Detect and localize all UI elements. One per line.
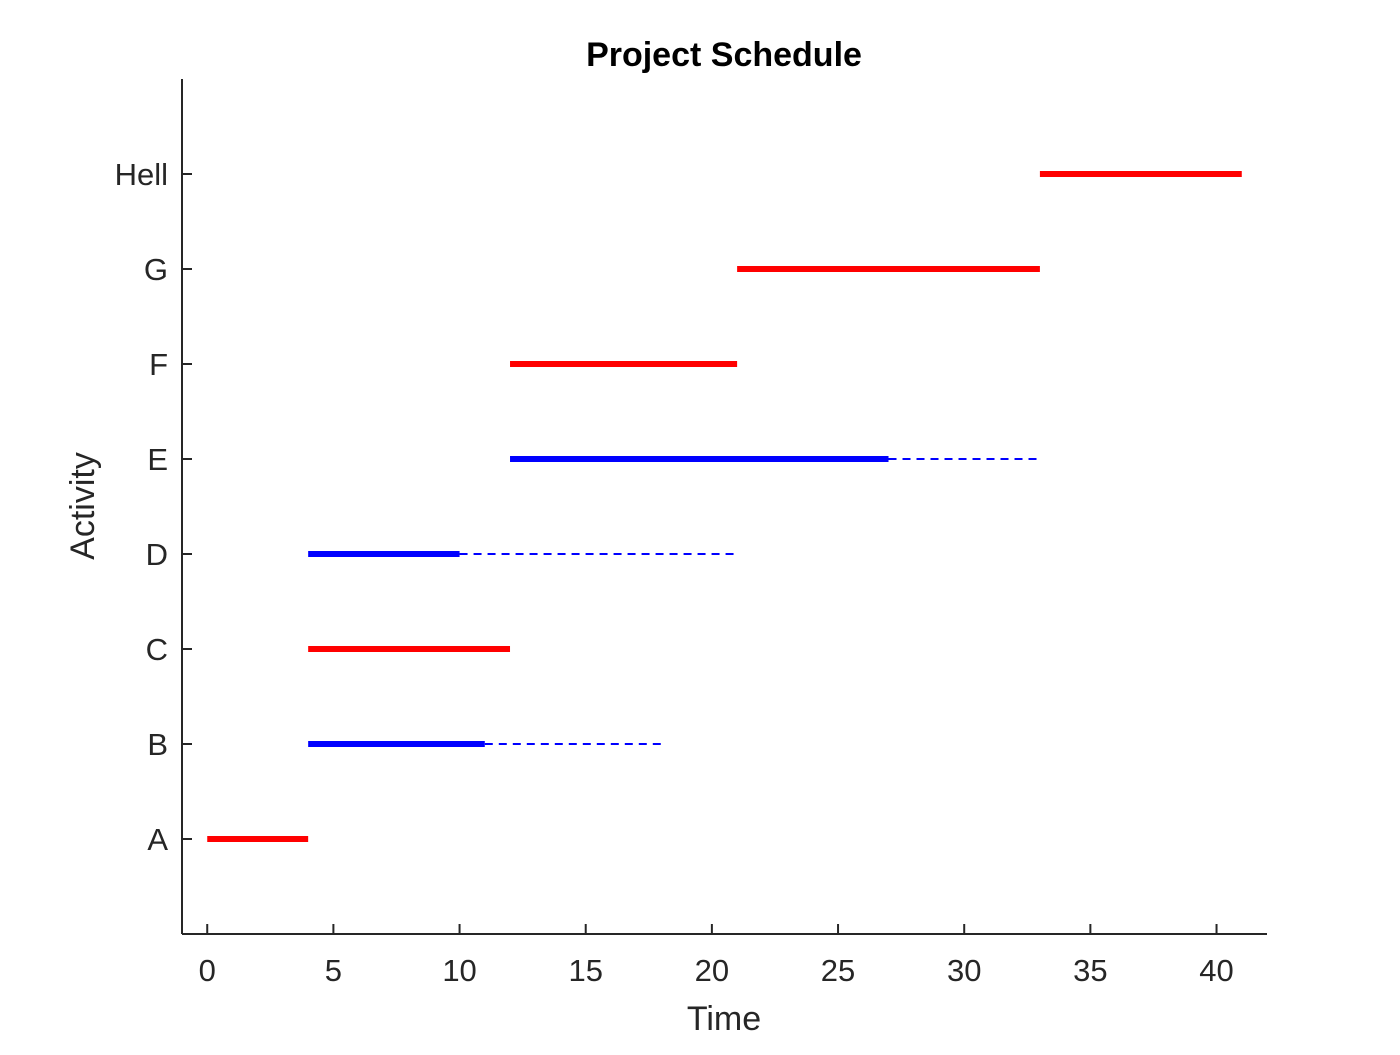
y-axis-label: Activity <box>64 452 102 560</box>
x-tick-label-10: 10 <box>442 953 476 988</box>
y-tick-label-c: C <box>146 632 168 667</box>
y-tick-label-d: D <box>146 537 168 572</box>
y-tick-label-hell: Hell <box>115 157 168 192</box>
x-tick-label-0: 0 <box>199 953 216 988</box>
x-axis-label: Time <box>687 1000 761 1038</box>
x-axis-ticks: 0 5 10 15 20 25 30 35 40 <box>199 924 1234 988</box>
x-tick-label-25: 25 <box>821 953 855 988</box>
chart-title: Project Schedule <box>586 36 862 74</box>
y-tick-label-g: G <box>144 252 168 287</box>
x-tick-label-40: 40 <box>1199 953 1233 988</box>
y-tick-label-e: E <box>147 442 168 477</box>
x-tick-label-35: 35 <box>1073 953 1107 988</box>
y-tick-label-a: A <box>147 822 168 857</box>
x-tick-label-20: 20 <box>695 953 729 988</box>
y-axis-ticks: A B C D E F G Hell <box>115 157 192 857</box>
x-tick-label-30: 30 <box>947 953 981 988</box>
y-tick-label-f: F <box>149 347 168 382</box>
activity-bars <box>207 171 1242 842</box>
y-tick-label-b: B <box>147 727 168 762</box>
x-tick-label-5: 5 <box>325 953 342 988</box>
x-tick-label-15: 15 <box>568 953 602 988</box>
